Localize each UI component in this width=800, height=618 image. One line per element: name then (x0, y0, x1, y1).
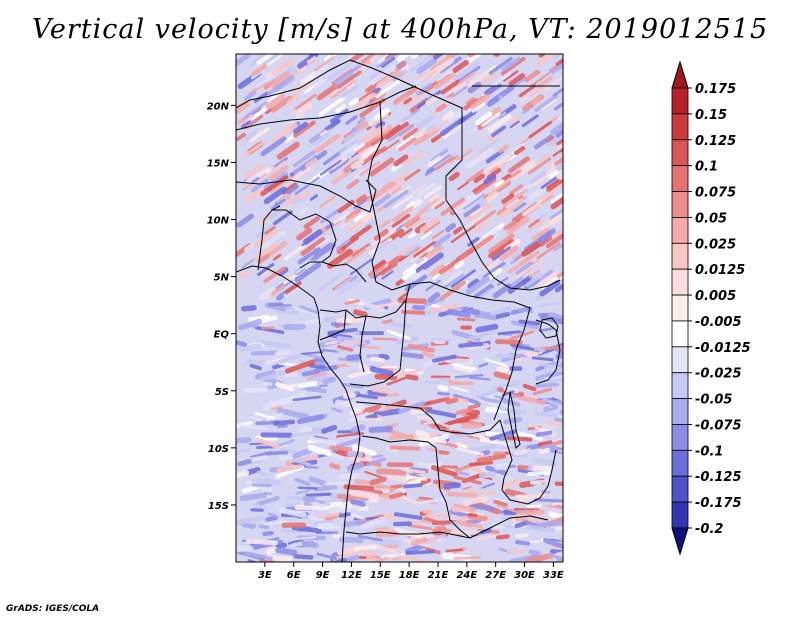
colorbar-label: 0.0125 (695, 263, 745, 278)
lon-tick-label: 24E (456, 570, 477, 581)
border-line (236, 59, 463, 109)
latitude-axis: 20N 15N 10N 5N EQ 5S 10S 15S (207, 101, 236, 512)
lat-tick-label: 10N (207, 216, 230, 227)
colorbar-swatch (671, 113, 689, 141)
colorbar-bottom-arrow (671, 527, 689, 556)
lon-tick-label: 18E (399, 570, 420, 581)
lon-tick-label: 27E (485, 570, 506, 581)
border-line (359, 315, 367, 373)
colorbar-label: -0.175 (695, 496, 742, 511)
colorbar-swatch (671, 217, 689, 244)
border-line (355, 401, 501, 435)
border-line (299, 261, 367, 283)
colorbar-label: -0.005 (695, 315, 742, 330)
colorbar-legend: 0.175 0.15 0.125 0.1 0.075 0.05 0.025 0.0125 0.0… (671, 60, 751, 556)
colorbar-label: -0.125 (695, 470, 742, 485)
colorbar-swatch (671, 398, 689, 425)
colorbar-label: -0.025 (695, 367, 742, 382)
colorbar-swatch (671, 165, 689, 192)
border-line (257, 205, 281, 271)
lat-tick-label: 15S (208, 501, 229, 512)
colorbar-swatch (671, 501, 689, 529)
border-line (445, 108, 561, 291)
colorbar-label: 0.15 (695, 108, 727, 123)
border-line (236, 85, 417, 131)
border-line (361, 435, 471, 539)
border-line (345, 515, 549, 539)
longitude-axis: 3E 6E 9E 12E 15E 18E 21E 24E 27E 30E 33E (258, 562, 564, 581)
lon-tick-label: 3E (258, 570, 272, 581)
grads-credit: GrADS: IGES/COLA (6, 604, 100, 614)
border-line (367, 101, 411, 291)
colorbar-swatch (671, 424, 689, 451)
colorbar-swatch (671, 320, 689, 348)
colorbar-swatch (671, 346, 689, 374)
colorbar-label: 0.075 (695, 186, 736, 201)
colorbar-label: -0.0125 (695, 341, 751, 356)
colorbar-swatch (671, 242, 689, 270)
lat-tick-label: 15N (207, 158, 230, 169)
lake-outline (539, 317, 559, 339)
border-line (493, 307, 531, 421)
colorbar-swatch (671, 87, 689, 115)
lake-outline (507, 391, 521, 449)
border-line (319, 309, 347, 341)
border-line (499, 419, 557, 505)
lat-tick-label: 10S (208, 444, 229, 455)
lon-tick-label: 9E (316, 570, 330, 581)
colorbar-label: 0.025 (695, 237, 736, 252)
colorbar-label: -0.05 (695, 393, 732, 408)
lat-tick-label: 5S (215, 387, 229, 398)
border-line (535, 319, 561, 385)
lon-tick-label: 12E (341, 570, 362, 581)
border-line (236, 179, 377, 213)
lon-tick-label: 6E (287, 570, 301, 581)
colorbar-label: 0.1 (695, 160, 718, 175)
border-line (349, 299, 407, 387)
border-line (409, 281, 531, 309)
colorbar-swatch (671, 191, 689, 218)
lat-tick-label: 5N (214, 273, 230, 284)
map-frame (235, 53, 564, 563)
colorbar-swatch (671, 449, 689, 477)
colorbar-top-arrow (671, 60, 689, 89)
colorbar-swatch (671, 294, 689, 322)
velocity-field (236, 54, 563, 562)
lon-tick-label: 33E (543, 570, 564, 581)
lat-tick-label: EQ (214, 330, 230, 341)
lon-tick-label: 21E (428, 570, 449, 581)
colorbar-label: 0.175 (695, 82, 736, 97)
coastline (236, 265, 361, 562)
colorbar-label: -0.075 (695, 418, 742, 433)
lon-tick-label: 15E (370, 570, 391, 581)
colorbar-label: 0.005 (695, 289, 736, 304)
colorbar-label: -0.2 (695, 522, 723, 537)
map-title: Vertical velocity [m/s] at 400hPa, VT: 2… (31, 14, 769, 45)
border-line (272, 209, 337, 263)
colorbar-label: 0.05 (695, 211, 727, 226)
lat-tick-label: 20N (207, 101, 230, 112)
country-borders (236, 59, 561, 562)
lon-tick-label: 30E (514, 570, 535, 581)
colorbar-swatch (671, 372, 689, 399)
colorbar-swatch (671, 475, 689, 503)
colorbar-label: 0.125 (695, 134, 736, 149)
colorbar-swatch (671, 139, 689, 167)
colorbar-swatch (671, 268, 689, 296)
colorbar-label: -0.1 (695, 444, 723, 459)
